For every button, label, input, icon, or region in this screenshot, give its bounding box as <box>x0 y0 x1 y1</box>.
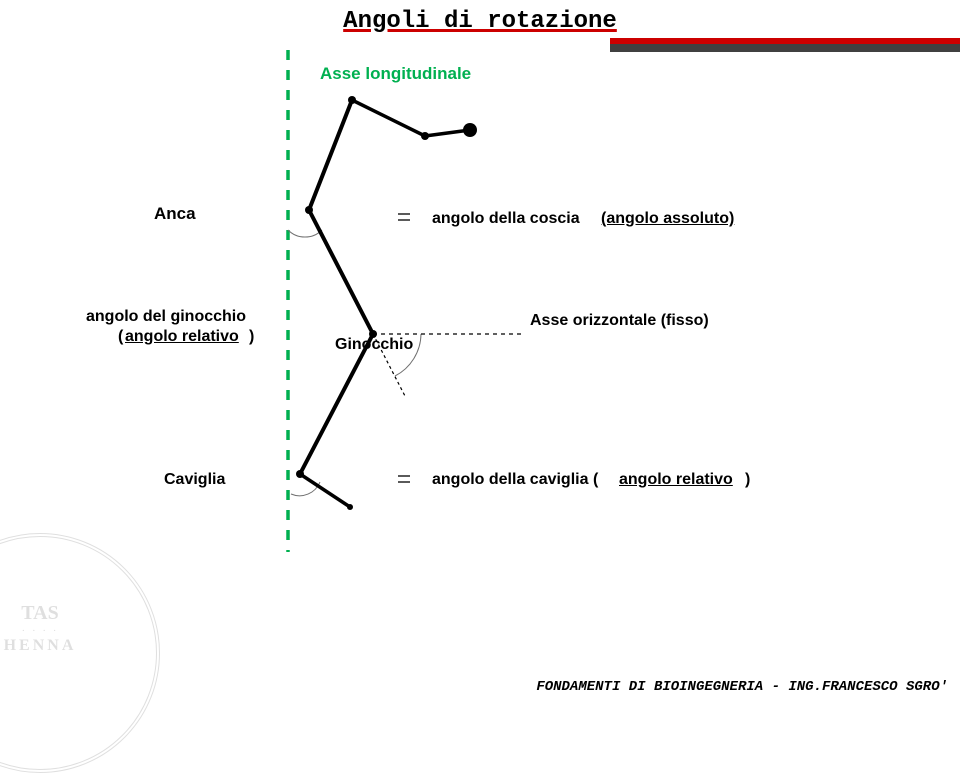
label-asse_long: Asse longitudinale <box>320 64 471 84</box>
watermark-lines: IBERARSITAORENNAUDIO <box>0 661 110 705</box>
label-cav_post: ) <box>745 471 750 489</box>
label-coscia_pre: angolo della coscia <box>432 210 580 228</box>
watermark-seal: TAS · · · · HENNA IBERARSITAORENNAUDIO <box>0 533 160 773</box>
label-ang_gin_l2_pre: ( <box>118 328 123 346</box>
label-cav_pre: angolo della caviglia ( <box>432 471 598 489</box>
label-ginocchio: Ginocchio <box>335 336 413 354</box>
label-anca: Anca <box>154 204 196 224</box>
watermark-text: TAS · · · · HENNA IBERARSITAORENNAUDIO <box>0 602 110 705</box>
label-ang_gin_l1: angolo del ginocchio <box>86 308 246 326</box>
label-ang_gin_l2_link: angolo relativo <box>125 328 239 346</box>
label-cav_link: angolo relativo <box>619 471 733 489</box>
label-coscia_link: (angolo assoluto) <box>601 210 734 228</box>
footer-text: FONDAMENTI DI BIOINGEGNERIA - ING.FRANCE… <box>536 679 948 695</box>
footer-credit: FONDAMENTI DI BIOINGEGNERIA - ING.FRANCE… <box>536 679 948 695</box>
label-caviglia: Caviglia <box>164 471 225 489</box>
label-ang_gin_l2_post: ) <box>249 328 254 346</box>
label-asse_orizz: Asse orizzontale (fisso) <box>530 312 709 330</box>
